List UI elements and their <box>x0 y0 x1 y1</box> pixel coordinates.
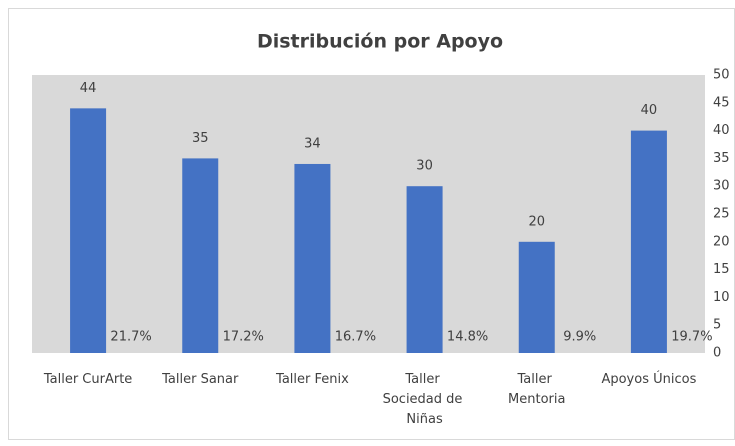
plot-area <box>32 75 705 353</box>
bar <box>518 241 555 353</box>
share-label: 14.8% <box>447 330 488 345</box>
value-label: 40 <box>641 103 658 118</box>
y-tick-label: 5 <box>713 318 721 333</box>
bar <box>630 130 667 353</box>
x-tick-label: Taller Sanar <box>161 372 239 387</box>
chart-title: Distribución por Apoyo <box>257 31 503 53</box>
value-label: 30 <box>416 159 433 174</box>
x-tick-label: Apoyos Únicos <box>601 371 696 387</box>
share-label: 16.7% <box>335 330 376 345</box>
share-label: 9.9% <box>563 330 596 345</box>
x-tick-label: Taller Sociedad de Niñas <box>383 372 467 427</box>
x-tick-label: Taller Mentoria <box>508 372 565 407</box>
bar <box>70 108 107 353</box>
y-tick-label: 20 <box>713 234 730 249</box>
value-label: 20 <box>528 214 545 229</box>
share-label: 19.7% <box>671 330 712 345</box>
share-label: 21.7% <box>110 330 151 345</box>
value-label: 35 <box>192 131 209 146</box>
x-tick-label: Taller Fenix <box>275 372 349 387</box>
y-tick-label: 10 <box>713 290 730 305</box>
bar <box>182 158 219 353</box>
y-tick-label: 30 <box>713 179 730 194</box>
y-tick-label: 25 <box>713 207 730 222</box>
bar <box>406 186 443 353</box>
bar <box>294 163 331 353</box>
value-label: 44 <box>80 81 97 96</box>
x-tick-label: Taller CurArte <box>43 372 132 387</box>
y-tick-label: 0 <box>713 346 721 361</box>
y-tick-label: 15 <box>713 262 730 277</box>
y-tick-label: 50 <box>713 68 730 83</box>
y-tick-label: 40 <box>713 123 730 138</box>
y-tick-label: 35 <box>713 151 730 166</box>
value-label: 34 <box>304 136 321 151</box>
y-tick-label: 45 <box>713 95 730 110</box>
share-label: 17.2% <box>223 330 264 345</box>
